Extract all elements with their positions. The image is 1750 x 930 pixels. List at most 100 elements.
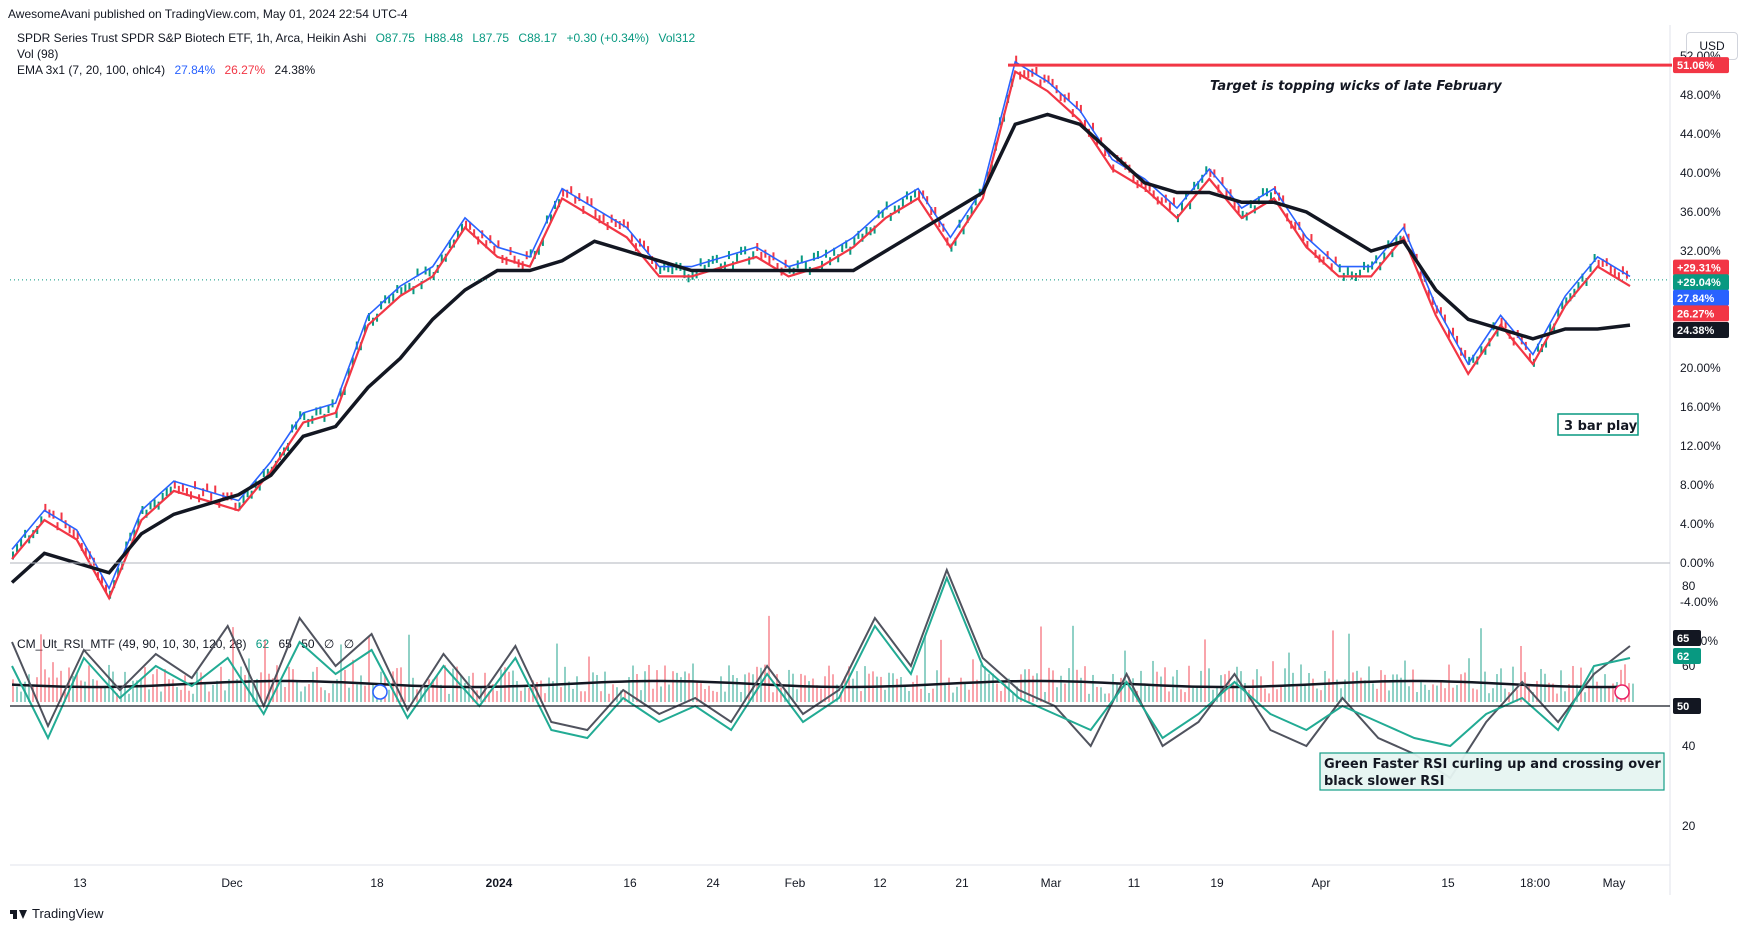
candle [1456, 335, 1459, 344]
volume-bar [324, 690, 326, 702]
volume-bar [924, 635, 926, 702]
candle [1536, 343, 1539, 352]
volume-bar [712, 690, 714, 702]
volume-bar [228, 679, 230, 702]
ema-legend[interactable]: EMA 3x1 (7, 20, 100, ohlc4) 27.84% 26.27… [17, 63, 321, 77]
candle [748, 256, 751, 265]
volume-bar [136, 680, 138, 702]
y-tick-label: 20.00% [1680, 361, 1721, 375]
candle [1528, 353, 1531, 362]
volume-bar [596, 674, 598, 702]
volume-bar [724, 691, 726, 702]
volume-bar [1056, 687, 1058, 702]
rsi-note-box[interactable] [1319, 752, 1665, 791]
volume-bar [216, 680, 218, 702]
candle [602, 214, 605, 223]
volume-bar [624, 691, 626, 702]
x-tick-label: 16 [623, 876, 637, 890]
volume-bar [464, 682, 466, 702]
vol-legend[interactable]: Vol (98) [17, 47, 64, 61]
earnings-marker-icon[interactable] [1614, 684, 1630, 700]
candle [1213, 169, 1216, 178]
volume-bar [1196, 685, 1198, 702]
candle [804, 261, 807, 270]
volume-bar [1416, 692, 1418, 702]
candle [1447, 329, 1450, 338]
x-tick-label: Dec [221, 876, 242, 890]
candle [1569, 293, 1572, 302]
tradingview-logo-icon [10, 908, 27, 920]
dividend-marker-icon[interactable] [372, 684, 388, 700]
volume-bar [56, 677, 58, 702]
candle [1160, 197, 1163, 206]
volume-bar [600, 691, 602, 702]
volume-bar [892, 673, 894, 702]
volume-bar [976, 679, 978, 702]
volume-bar [1532, 692, 1534, 702]
volume-bar [236, 679, 238, 702]
volume-bar [196, 671, 198, 702]
volume-bar [1520, 645, 1522, 702]
target-annotation[interactable]: Target is topping wicks of late February [1210, 79, 1502, 94]
candle [1193, 181, 1196, 190]
volume-bar [628, 677, 630, 702]
volume-bar [792, 673, 794, 702]
volume-bar [812, 678, 814, 702]
volume-bar [1216, 686, 1218, 702]
ema-mid-value: 26.27% [224, 63, 266, 77]
candle [335, 409, 338, 418]
candle [1593, 254, 1596, 263]
candle [76, 531, 79, 540]
candle [1063, 94, 1066, 103]
candle [137, 518, 140, 527]
candle [242, 495, 245, 504]
candle [505, 256, 508, 265]
volume-bar [576, 676, 578, 702]
volume-bar [200, 672, 202, 702]
symbol-legend[interactable]: SPDR Series Trust SPDR S&P Biotech ETF, … [17, 31, 701, 45]
volume-bar [268, 673, 270, 702]
volume-bar [1304, 684, 1306, 702]
volume-bar [308, 684, 310, 702]
candle [1322, 256, 1325, 265]
candle [303, 412, 306, 421]
volume-bar [1108, 693, 1110, 702]
volume-bar [1444, 688, 1446, 702]
volume-bar [692, 663, 694, 702]
volume-bar [96, 680, 98, 702]
candle [473, 229, 476, 238]
volume-bar [172, 679, 174, 702]
volume-bar [240, 666, 242, 702]
volume-bar [52, 662, 54, 702]
candle [1051, 78, 1054, 87]
tradingview-brand[interactable]: TradingView [10, 906, 104, 921]
volume-bar [184, 675, 186, 702]
volume-bar [1552, 683, 1554, 702]
rsi-legend[interactable]: CM_Ult_RSI_MTF (49, 90, 10, 30, 120, 28)… [17, 637, 360, 651]
volume-bar [72, 675, 74, 702]
candle [1609, 265, 1612, 274]
currency-button[interactable]: USD [1686, 32, 1738, 60]
three-bar-play-box[interactable] [1557, 413, 1639, 436]
candle [1338, 264, 1341, 273]
candle [489, 235, 492, 244]
volume-bar [1468, 658, 1470, 702]
volume-bar [784, 690, 786, 702]
candle [578, 193, 581, 202]
volume-bar [676, 672, 678, 702]
candle [161, 492, 164, 501]
candle [84, 547, 87, 556]
volume-bar [944, 684, 946, 702]
candle [416, 268, 419, 277]
rsi-value-fast: 62 [255, 637, 270, 651]
volume-bar [444, 665, 446, 702]
candle [760, 251, 763, 260]
volume-bar [816, 685, 818, 702]
candle [363, 324, 366, 333]
candle [133, 529, 136, 538]
volume-bar [320, 687, 322, 702]
volume-bar [1576, 684, 1578, 702]
volume-bar [588, 656, 590, 702]
candle [812, 252, 815, 261]
